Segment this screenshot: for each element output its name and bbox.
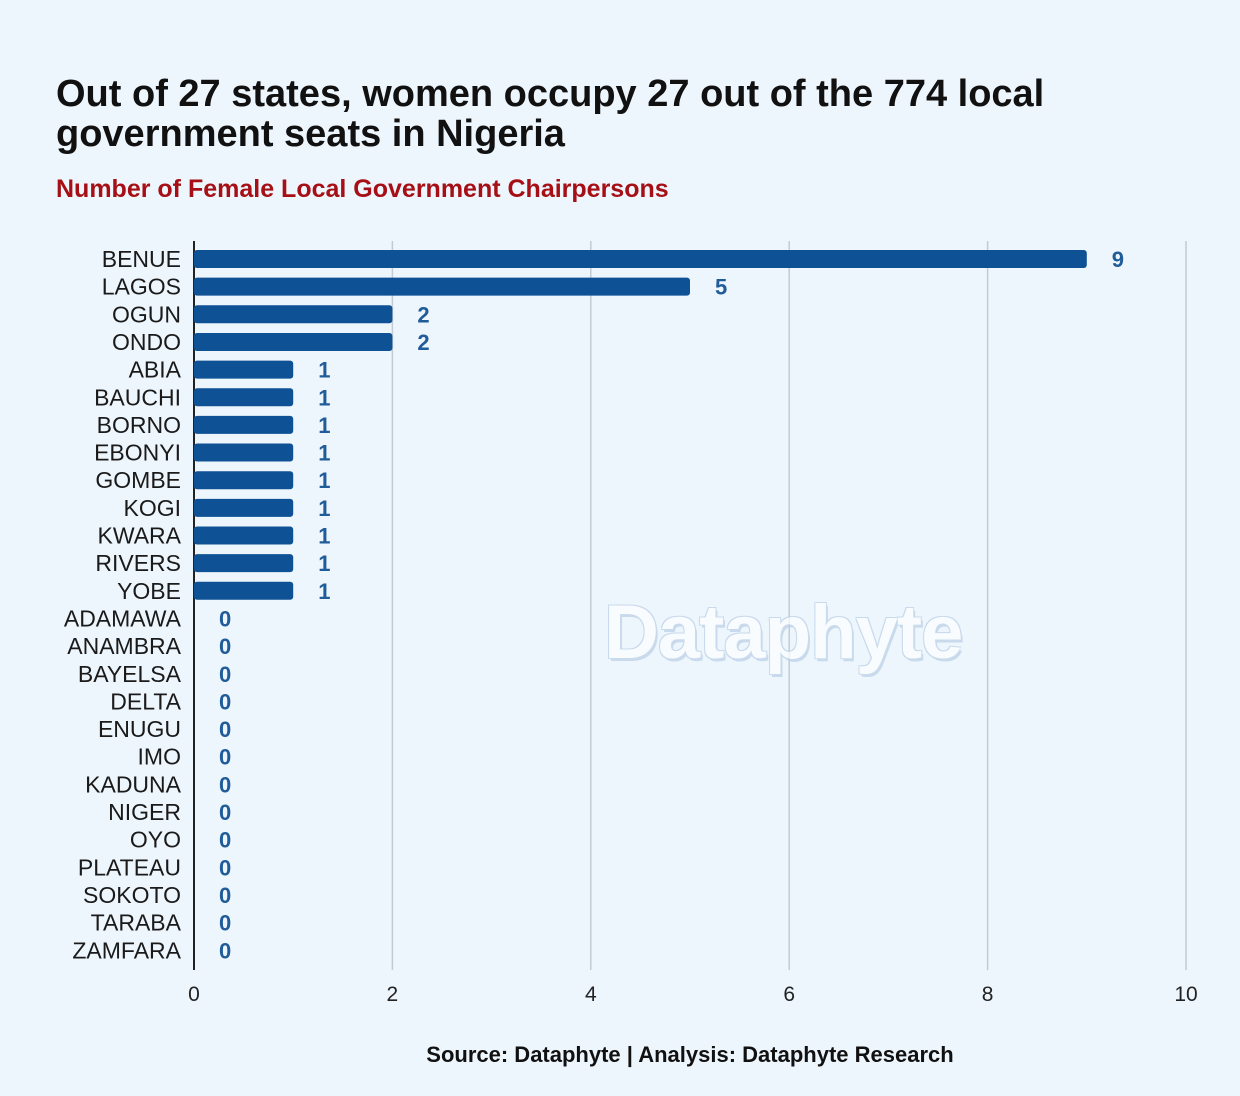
data-label: 2 (417, 302, 429, 327)
y-tick-label: ABIA (129, 357, 182, 383)
x-tick-label: 6 (783, 983, 795, 1006)
data-label: 0 (219, 662, 231, 687)
bar (194, 443, 294, 462)
y-tick-label: DELTA (110, 688, 181, 714)
y-tick-label: BAUCHI (94, 384, 181, 410)
y-tick-label: ENUGU (98, 716, 181, 742)
y-tick-label: BORNO (97, 412, 181, 438)
data-label: 1 (318, 413, 330, 438)
data-label: 5 (715, 275, 727, 300)
y-tick-label: ADAMAWA (64, 605, 182, 631)
x-tick-label: 10 (1174, 983, 1197, 1006)
data-label: 1 (318, 441, 330, 466)
bar (194, 498, 294, 517)
y-tick-label: ONDO (112, 329, 181, 355)
bar (194, 554, 294, 573)
data-label: 1 (318, 579, 330, 604)
data-label: 1 (318, 468, 330, 493)
y-tick-label: TARABA (91, 910, 182, 936)
data-label: 0 (219, 828, 231, 853)
x-tick-label: 2 (387, 983, 399, 1006)
data-label: 1 (318, 524, 330, 549)
y-tick-label: OYO (130, 827, 181, 853)
y-tick-label: KADUNA (85, 771, 182, 797)
y-tick-label: BAYELSA (78, 661, 182, 687)
data-label: 0 (219, 772, 231, 797)
bar (194, 250, 1087, 268)
x-tick-label: 8 (982, 983, 994, 1006)
data-label: 1 (318, 385, 330, 410)
data-label: 9 (1112, 247, 1124, 272)
y-tick-label: ZAMFARA (72, 937, 181, 963)
data-label: 0 (219, 883, 231, 908)
data-label: 0 (219, 689, 231, 714)
chart-subtitle: Number of Female Local Government Chairp… (56, 175, 669, 203)
y-tick-label: BENUE (102, 246, 181, 272)
data-label: 0 (219, 745, 231, 770)
y-tick-label: PLATEAU (78, 854, 181, 880)
data-label: 1 (318, 358, 330, 383)
data-label: 0 (219, 855, 231, 880)
bar (194, 471, 294, 490)
data-label: 1 (318, 551, 330, 576)
data-label: 0 (219, 634, 231, 659)
data-label: 0 (219, 717, 231, 742)
y-tick-label: KOGI (123, 495, 181, 521)
y-tick-label: IMO (138, 744, 181, 770)
data-label: 2 (417, 330, 429, 355)
chart-title: Out of 27 states, women occupy 27 out of… (56, 73, 1045, 155)
bar (194, 360, 294, 379)
y-tick-label: ANAMBRA (67, 633, 181, 659)
x-tick-label: 0 (188, 983, 200, 1006)
dataphyte-watermark: Dataphyte (604, 590, 963, 675)
data-label: 1 (318, 496, 330, 521)
y-tick-label: OGUN (112, 301, 181, 327)
data-label: 0 (219, 800, 231, 825)
bar (194, 305, 393, 324)
bar (194, 581, 294, 600)
data-label: 0 (219, 911, 231, 936)
y-tick-label: GOMBE (95, 467, 181, 493)
data-label: 0 (219, 606, 231, 631)
bar (194, 277, 690, 296)
y-tick-label: YOBE (117, 578, 181, 604)
x-tick-label: 4 (585, 983, 597, 1006)
y-tick-label: KWARA (98, 523, 182, 549)
y-tick-label: LAGOS (102, 274, 181, 300)
data-label: 0 (219, 938, 231, 963)
bar (194, 388, 294, 407)
source-note: Source: Dataphyte | Analysis: Dataphyte … (426, 1042, 954, 1067)
y-tick-label: SOKOTO (83, 882, 181, 908)
y-tick-label: NIGER (108, 799, 181, 825)
bar (194, 526, 294, 545)
y-tick-label: RIVERS (95, 550, 181, 576)
bar (194, 415, 294, 434)
y-tick-label: EBONYI (94, 440, 181, 466)
bar (194, 332, 393, 351)
